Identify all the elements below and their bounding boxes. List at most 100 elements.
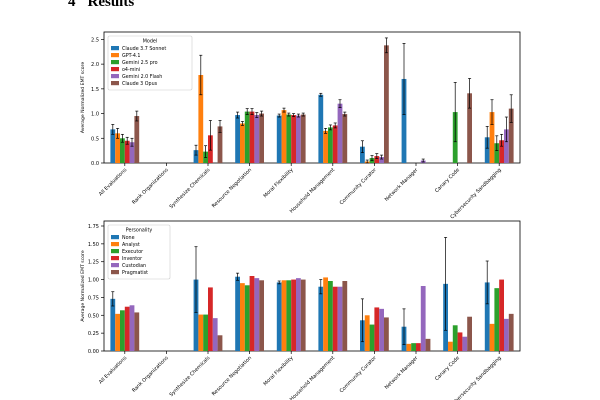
x-tick-label: Cybersecurity Sandbagging: [449, 167, 502, 220]
bar-2-3-4: [254, 278, 260, 351]
legend-swatch: [111, 60, 119, 65]
section-title: Results: [87, 0, 135, 10]
bar-1-0-2: [120, 138, 125, 163]
x-tick-label: Resource Negotiation: [211, 167, 253, 209]
bar-2-3-0: [235, 276, 240, 351]
bar-1-9-4: [504, 129, 509, 163]
bar-2-9-2: [494, 288, 500, 351]
bar-2-3-3: [249, 276, 255, 351]
bar-2-3-5: [259, 280, 264, 351]
legend-label: GPT-4.1: [122, 53, 140, 59]
bar-2-7-2: [411, 343, 416, 351]
bar-2-9-1: [489, 323, 495, 351]
y-tick-label: 0.50: [88, 313, 99, 319]
bar-1-5-3: [332, 125, 338, 163]
y-tick-label: 1.00: [88, 278, 99, 284]
y-tick-label: 0.75: [88, 295, 99, 301]
legend-swatch: [111, 46, 119, 51]
x-tick-label: Community Curator: [339, 355, 379, 395]
bar-1-5-4: [337, 103, 343, 163]
bar-1-9-1: [489, 112, 495, 163]
legend-label: Gemini 2.5 pro: [122, 60, 158, 66]
bar-1-0-3: [124, 140, 130, 163]
legend-swatch: [111, 53, 119, 58]
bar-2-9-4: [504, 318, 509, 351]
bar-1-9-5: [508, 108, 514, 163]
y-axis-label: Average Normalized EMT score: [80, 62, 86, 133]
x-tick-label: Household Management: [289, 355, 336, 400]
bar-2-0-5: [134, 312, 140, 351]
legend-title: Personality: [126, 228, 153, 234]
y-tick-label: 1.5: [91, 87, 99, 93]
bar-2-3-1: [240, 283, 245, 351]
bar-2-4-1: [281, 280, 287, 351]
bar-2-8-3: [457, 332, 463, 351]
bar-1-0-0: [110, 129, 116, 163]
legend-swatch: [111, 270, 119, 275]
legend-swatch: [111, 263, 119, 268]
bar-1-5-1: [323, 130, 328, 163]
legend-label: Inventor: [122, 256, 142, 262]
bar-2-8-4: [462, 336, 468, 351]
bar-1-4-4: [296, 115, 301, 163]
bar-2-5-0: [318, 286, 324, 351]
legend-swatch: [111, 235, 119, 240]
legend-swatch: [111, 81, 119, 86]
legend-swatch: [111, 74, 119, 79]
bar-2-7-4: [420, 286, 426, 351]
bar-2-8-2: [452, 325, 458, 351]
bar-1-3-5: [259, 113, 264, 163]
bar-1-4-2: [286, 114, 292, 163]
bar-2-6-1: [364, 315, 370, 351]
bar-2-0-4: [129, 305, 135, 351]
y-tick-label: 2.5: [91, 37, 99, 43]
y-tick-label: 0.25: [88, 331, 99, 337]
bar-2-7-5: [425, 338, 431, 351]
x-tick-label: Rank Organizations: [131, 355, 170, 394]
legend-label: Executor: [122, 249, 143, 255]
x-tick-label: Synthesize Chemicals: [169, 355, 212, 398]
bar-1-0-4: [129, 142, 135, 163]
plot-frame: [103, 31, 521, 164]
legend-label: Gemini 2.0 Flash: [122, 74, 162, 80]
bar-1-6-4: [379, 157, 384, 163]
bar-2-6-2: [369, 324, 375, 351]
legend-label: Pragmatist: [122, 270, 148, 276]
bar-2-5-5: [342, 281, 348, 351]
bar-1-3-0: [235, 115, 240, 163]
bar-2-5-3: [332, 286, 338, 351]
bar-2-2-0: [193, 279, 199, 351]
bar-2-4-4: [296, 278, 301, 351]
bar-1-0-1: [115, 133, 120, 163]
bar-2-0-3: [124, 306, 130, 351]
bar-2-4-0: [276, 282, 282, 351]
plot-frame: [103, 220, 521, 352]
bar-2-9-3: [499, 279, 504, 351]
chart-1: 0.0 0.5 1.0 1.5 2.0 2.5 Average Normalized EMT…: [80, 31, 521, 220]
bar-1-7-0: [401, 78, 407, 163]
section-number: 4: [68, 0, 76, 10]
y-tick-label: 1.50: [88, 242, 99, 248]
x-tick-label: Network Manager: [384, 355, 420, 391]
y-tick-label: 0.5: [91, 136, 99, 142]
y-tick-label: 1.75: [88, 224, 99, 230]
bar-2-8-5: [467, 316, 472, 351]
bar-2-0-2: [120, 310, 125, 351]
legend-swatch: [111, 242, 119, 247]
bar-2-8-1: [448, 341, 453, 351]
x-tick-label: Synthesize Chemicals: [169, 167, 212, 210]
bar-2-5-1: [323, 277, 328, 351]
bar-2-2-5: [217, 335, 223, 351]
y-tick-label: 0.00: [88, 349, 99, 355]
bar-2-6-4: [379, 308, 384, 351]
x-tick-label: Rank Organizations: [131, 167, 170, 206]
bar-1-9-3: [499, 140, 504, 163]
bar-2-2-1: [198, 314, 204, 351]
legend-label: Custodian: [122, 263, 146, 269]
bar-2-2-4: [212, 318, 218, 351]
x-tick-label: Resource Negotiation: [211, 355, 253, 397]
bar-1-5-2: [328, 127, 333, 163]
bar-2-0-1: [115, 313, 120, 351]
bar-2-7-1: [406, 343, 412, 351]
